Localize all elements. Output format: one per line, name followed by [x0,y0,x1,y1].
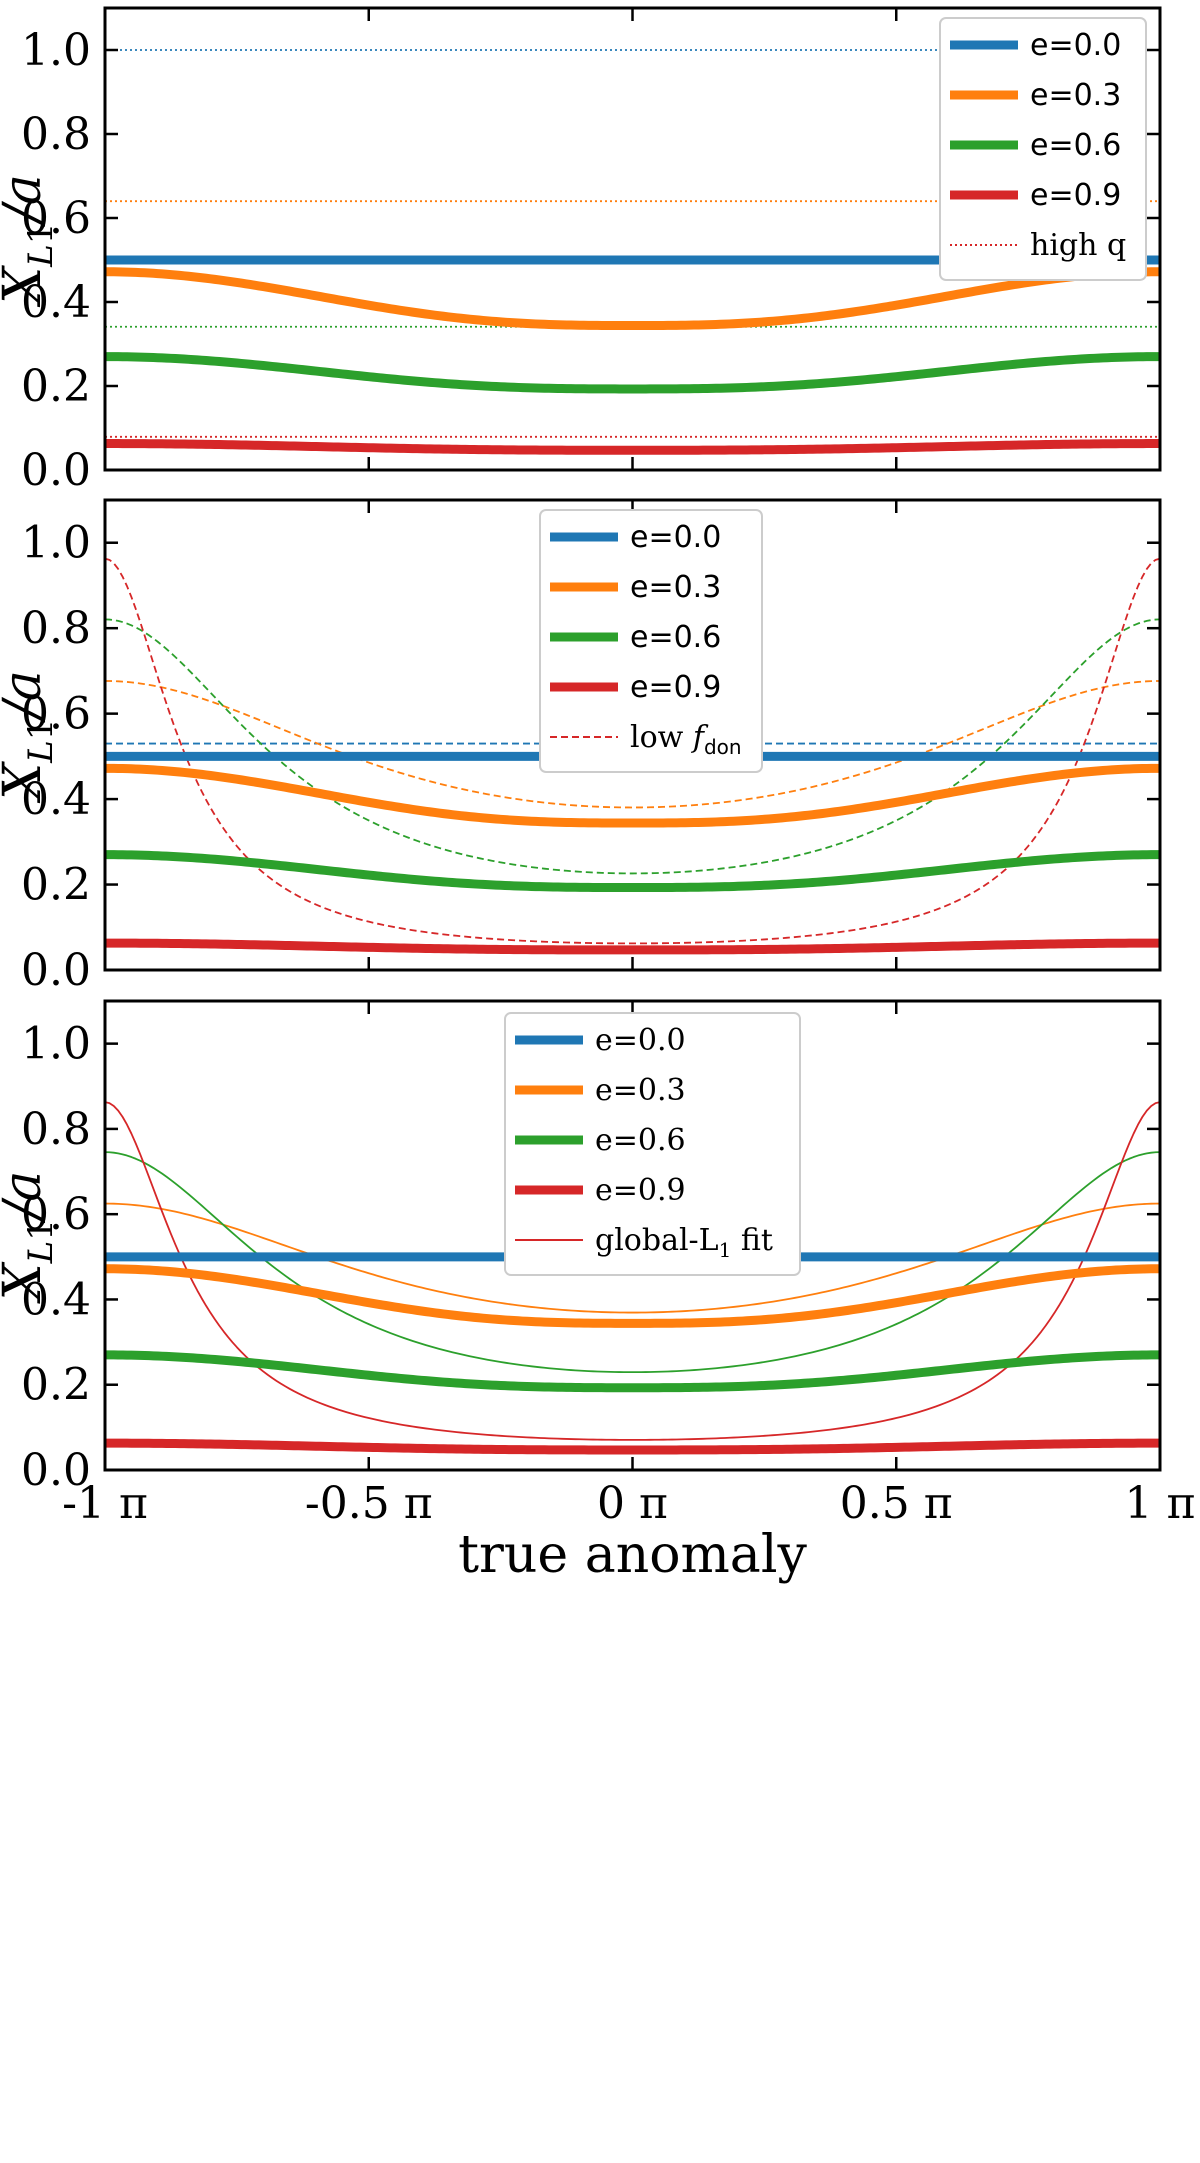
y-tick-label: 1.0 [21,518,91,569]
x-tick-label: -1 π [62,1478,148,1529]
legend-label: e=0.6 [595,1123,686,1158]
series-line-e-0-3 [105,763,1160,828]
legend-label: e=0.6 [630,620,721,655]
x-axis-label: true anomaly [458,1525,807,1585]
y-tick-label: 0.4 [21,1274,91,1325]
legend-label: e=0.9 [1030,178,1121,213]
x-tick-label: 0 π [597,1478,668,1529]
series-line-e-0-9 [105,1438,1160,1455]
legend-label: high q [1030,228,1126,263]
y-axis-label: XL1/a [0,670,61,804]
legend-label: e=0.3 [595,1073,686,1108]
series-line-global-l1-fit-e-0-3- [105,1202,1160,1314]
series-line-e-0-6 [105,352,1160,394]
series-line-e-0-3 [105,1264,1160,1328]
legend-frame [939,17,1147,281]
panel-middle: 0.00.20.40.60.81.0XL1/ae=0.0e=0.3e=0.6e=… [0,498,1162,996]
y-tick-label: 0.8 [21,109,91,160]
y-tick-label: 0.2 [21,361,91,412]
y-axis-label: XL1/a [0,1171,61,1305]
y-tick-label: 0.6 [21,689,91,740]
legend: e=0.0 e=0.3 e=0.6 e=0.9 global-L1 fit [504,1012,801,1276]
legend: e=0.0 e=0.3 e=0.6 e=0.9 low fdon [539,509,763,773]
y-tick-label: 0.6 [21,193,91,244]
y-tick-label: 1.0 [21,25,91,76]
y-tick-label: 0.0 [21,945,91,996]
y-tick-label: 0.0 [21,445,91,496]
series-line-global-l1-fit-e-0-6- [105,1151,1160,1374]
y-axis-label: XL1/a [0,174,61,308]
y-tick-label: 0.4 [21,774,91,825]
legend-label: e=0.6 [1030,128,1121,163]
legend-label: e=0.0 [630,520,721,555]
series-line-e-0-9 [105,439,1160,455]
legend: e=0.0 e=0.3 e=0.6 e=0.9 high q [939,17,1147,281]
y-tick-label: 1.0 [21,1019,91,1070]
series-line-e-0-6 [105,1350,1160,1393]
series-line-e-0-3 [105,267,1160,331]
y-tick-label: 0.8 [21,1104,91,1155]
y-tick-label: 0.2 [21,860,91,911]
legend-label: global-L1 fit [595,1223,773,1262]
legend-label: low fdon [630,720,742,759]
y-tick-label: 0.4 [21,277,91,328]
series-line-low-f-don-e-0-9- [105,557,1160,945]
y-tick-label: 0.2 [21,1360,91,1411]
legend-label: e=0.0 [595,1023,686,1058]
x-tick-label: 1 π [1125,1478,1196,1529]
x-tick-label: -0.5 π [305,1478,433,1529]
legend-label: e=0.9 [595,1173,686,1208]
series-line-low-f-don-e-0-6- [105,618,1160,875]
legend-label: e=0.3 [630,570,721,605]
legend-frame [504,1012,801,1276]
legend-label: e=0.3 [1030,78,1121,113]
legend-frame [539,509,763,773]
legend-label: e=0.0 [1030,28,1121,63]
panel-bottom: 0.0 0.2 0.4 0.6 0.8 1.0 -1 π -0.5 π 0 π 0.5 π 1 π t… [0,999,1196,1585]
panel-top: 0.00.20.40.60.81.0XL1/ae=0.0e=0.3e=0.6e=… [0,6,1162,496]
x-tick-label: 0.5 π [840,1478,953,1529]
y-tick-label: 0.6 [21,1189,91,1240]
y-tick-label: 0.8 [21,603,91,654]
y-tick-label: 0.0 [21,1445,91,1496]
series-line-e-0-9 [105,938,1160,955]
series-line-e-0-6 [105,850,1160,893]
legend-label: e=0.9 [630,670,721,705]
series-line-global-l1-fit-e-0-9- [105,1101,1160,1441]
